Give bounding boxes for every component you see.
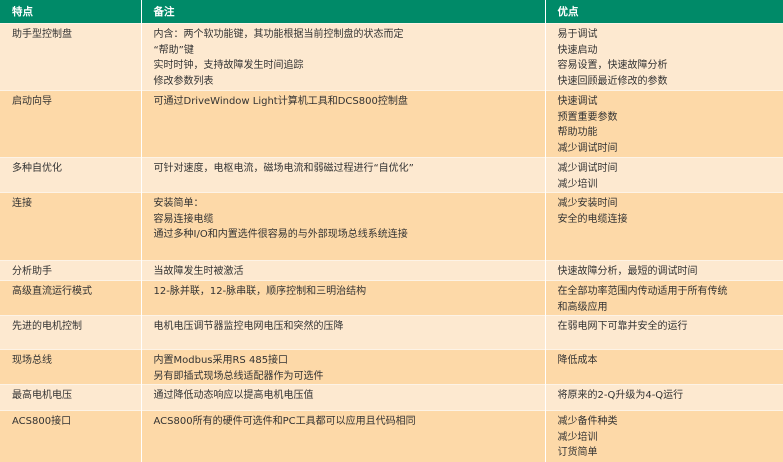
feature-cell: 启动向导 (0, 91, 141, 158)
benefits-cell: 将原来的2-Q升级为4-Q运行 (545, 385, 783, 411)
benefits-cell: 降低成本 (545, 350, 783, 385)
table-row: 先进的电机控制电机电压调节器监控电网电压和突然的压降在弱电网下可靠并安全的运行 (0, 316, 783, 350)
feature-cell: 分析助手 (0, 261, 141, 281)
table-row: 多种自优化可针对速度，电枢电流，磁场电流和弱磁过程进行“自优化”减少调试时间减少… (0, 158, 783, 193)
feature-cell: 最高电机电压 (0, 385, 141, 411)
feature-cell: 多种自优化 (0, 158, 141, 193)
feature-cell-text: ACS800接口 (12, 414, 141, 430)
table-row: 分析助手当故障发生时被激活快速故障分析，最短的调试时间 (0, 261, 783, 281)
feature-cell: 先进的电机控制 (0, 316, 141, 350)
benefits-cell: 在全部功率范围内传动适用于所有传统和高级应用 (545, 281, 783, 316)
feature-cell-text: 高级直流运行模式 (12, 284, 141, 300)
notes-cell: 内含：两个软功能键，其功能根据当前控制盘的状态而定“帮助”键实时时钟，支持故障发… (141, 24, 545, 91)
table-row: 连接安装简单：容易连接电缆通过多种I/O和内置选件很容易的与外部现场总线系统连接… (0, 193, 783, 261)
benefits-cell-line: 安全的电缆连接 (558, 212, 783, 228)
notes-cell-line: 内含：两个软功能键，其功能根据当前控制盘的状态而定 (154, 27, 545, 43)
notes-cell: 电机电压调节器监控电网电压和突然的压降 (141, 316, 545, 350)
benefits-cell-line: 减少安装时间 (558, 196, 783, 212)
notes-cell: 可通过DriveWindow Light计算机工具和DCS800控制盘 (141, 91, 545, 158)
notes-cell-line: 当故障发生时被激活 (154, 264, 545, 280)
table-row: 高级直流运行模式 12-脉并联，12-脉串联，顺序控制和三明治结构在全部功率范围内… (0, 281, 783, 316)
table-row: 启动向导可通过DriveWindow Light计算机工具和DCS800控制盘快… (0, 91, 783, 158)
feature-cell-text: 多种自优化 (12, 161, 141, 177)
feature-cell-text: 现场总线 (12, 353, 141, 369)
header-notes: 备注 (141, 0, 545, 24)
feature-cell-text: 助手型控制盘 (12, 27, 141, 43)
benefits-cell-line: 订货简单 (558, 445, 783, 461)
header-benefits: 优点 (545, 0, 783, 24)
feature-cell-text: 分析助手 (12, 264, 141, 280)
header-feature: 特点 (0, 0, 141, 24)
table-row: 助手型控制盘内含：两个软功能键，其功能根据当前控制盘的状态而定“帮助”键实时时钟… (0, 24, 783, 91)
benefits-cell: 在弱电网下可靠并安全的运行 (545, 316, 783, 350)
benefits-cell-line: 减少调试时间 (558, 161, 783, 177)
benefits-cell-line: 预置重要参数 (558, 110, 783, 126)
table-row: 最高电机电压通过降低动态响应以提高电机电压值将原来的2-Q升级为4-Q运行 (0, 385, 783, 411)
feature-cell: ACS800接口 (0, 411, 141, 462)
benefits-cell-line: 减少培训 (558, 177, 783, 193)
table-row: ACS800接口 ACS800所有的硬件可选件和PC工具都可以应用且代码相同减少备… (0, 411, 783, 462)
feature-cell: 现场总线 (0, 350, 141, 385)
notes-cell-line: 内置Modbus采用RS 485接口 (154, 353, 545, 369)
feature-cell: 连接 (0, 193, 141, 261)
notes-cell-line: 安装简单： (154, 196, 545, 212)
benefits-cell: 减少调试时间减少培训 (545, 158, 783, 193)
notes-cell-line: ACS800所有的硬件可选件和PC工具都可以应用且代码相同 (154, 414, 545, 430)
feature-cell: 高级直流运行模式 (0, 281, 141, 316)
notes-cell-line: 修改参数列表 (154, 74, 545, 90)
benefits-cell-line: 降低成本 (558, 353, 783, 369)
notes-cell-line: 可通过DriveWindow Light计算机工具和DCS800控制盘 (154, 94, 545, 110)
notes-cell: ACS800所有的硬件可选件和PC工具都可以应用且代码相同 (141, 411, 545, 462)
notes-cell: 可针对速度，电枢电流，磁场电流和弱磁过程进行“自优化” (141, 158, 545, 193)
benefits-cell-line: 帮助功能 (558, 125, 783, 141)
notes-cell: 12-脉并联，12-脉串联，顺序控制和三明治结构 (141, 281, 545, 316)
benefits-cell-line: 在弱电网下可靠并安全的运行 (558, 319, 783, 335)
benefits-cell-line: 容易设置，快速故障分析 (558, 58, 783, 74)
benefits-cell-line: 将原来的2-Q升级为4-Q运行 (558, 388, 783, 404)
benefits-cell: 快速故障分析，最短的调试时间 (545, 261, 783, 281)
feature-cell: 助手型控制盘 (0, 24, 141, 91)
table-row: 现场总线内置Modbus采用RS 485接口另有即插式现场总线适配器作为可选件降… (0, 350, 783, 385)
benefits-cell-line: 减少备件种类 (558, 414, 783, 430)
notes-cell: 安装简单：容易连接电缆通过多种I/O和内置选件很容易的与外部现场总线系统连接 (141, 193, 545, 261)
benefits-cell: 减少安装时间安全的电缆连接 (545, 193, 783, 261)
notes-cell-line: 12-脉并联，12-脉串联，顺序控制和三明治结构 (154, 284, 545, 300)
benefits-cell-line: 快速故障分析，最短的调试时间 (558, 264, 783, 280)
benefits-cell-line: 快速回顾最近修改的参数 (558, 74, 783, 90)
notes-cell-line: 通过降低动态响应以提高电机电压值 (154, 388, 545, 404)
notes-cell-line: 电机电压调节器监控电网电压和突然的压降 (154, 319, 545, 335)
benefits-cell: 快速调试预置重要参数帮助功能减少调试时间 (545, 91, 783, 158)
benefits-cell-line: 快速调试 (558, 94, 783, 110)
feature-cell-text: 启动向导 (12, 94, 141, 110)
notes-cell-line: 实时时钟，支持故障发生时间追踪 (154, 58, 545, 74)
notes-cell: 内置Modbus采用RS 485接口另有即插式现场总线适配器作为可选件 (141, 350, 545, 385)
notes-cell-line: 另有即插式现场总线适配器作为可选件 (154, 369, 545, 385)
feature-cell-text: 先进的电机控制 (12, 319, 141, 335)
benefits-cell-line: 减少培训 (558, 430, 783, 446)
benefits-cell-line: 和高级应用 (558, 300, 783, 316)
feature-cell-text: 最高电机电压 (12, 388, 141, 404)
benefits-cell-line: 快速启动 (558, 43, 783, 59)
notes-cell-line: 可针对速度，电枢电流，磁场电流和弱磁过程进行“自优化” (154, 161, 545, 177)
notes-cell-line: 容易连接电缆 (154, 212, 545, 228)
benefits-cell-line: 在全部功率范围内传动适用于所有传统 (558, 284, 783, 300)
benefits-cell-line: 减少调试时间 (558, 141, 783, 157)
notes-cell: 当故障发生时被激活 (141, 261, 545, 281)
feature-cell-text: 连接 (12, 196, 141, 212)
notes-cell-line: 通过多种I/O和内置选件很容易的与外部现场总线系统连接 (154, 227, 545, 243)
benefits-cell-line: 易于调试 (558, 27, 783, 43)
notes-cell-line: “帮助”键 (154, 43, 545, 59)
benefits-cell: 易于调试快速启动容易设置，快速故障分析快速回顾最近修改的参数 (545, 24, 783, 91)
benefits-cell: 减少备件种类减少培训订货简单 (545, 411, 783, 462)
notes-cell: 通过降低动态响应以提高电机电压值 (141, 385, 545, 411)
table-header-row: 特点 备注 优点 (0, 0, 783, 24)
